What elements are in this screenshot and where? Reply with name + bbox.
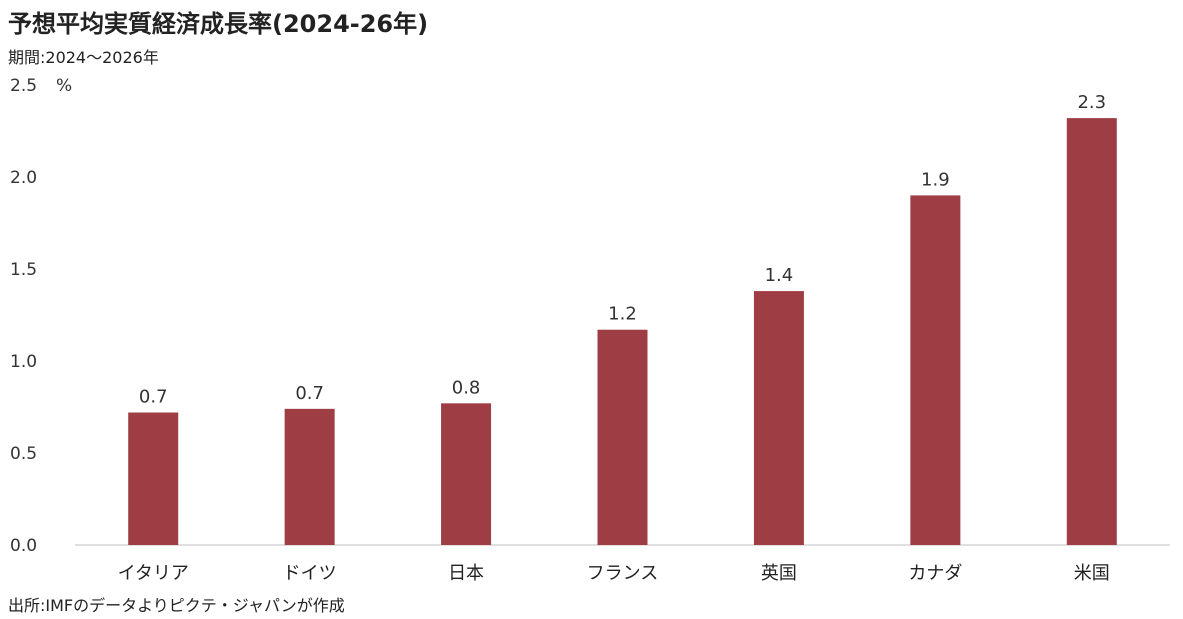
data-label: 2.3 xyxy=(1077,92,1106,113)
source-note: 出所:IMFのデータよりピクテ・ジャパンが作成 xyxy=(8,596,345,615)
bar xyxy=(597,329,648,545)
y-tick-label: 1.0 xyxy=(10,352,37,372)
category-labels: イタリア ドイツ 日本 フランス 英国 カナダ 米国 xyxy=(118,563,1110,584)
category-label: 英国 xyxy=(761,563,797,584)
category-label: カナダ xyxy=(908,563,962,584)
data-labels: 0.7 0.7 0.8 1.2 1.4 1.9 2.3 xyxy=(139,92,1106,407)
data-label: 0.7 xyxy=(295,383,324,404)
y-axis-ticks: 0.0 0.5 1.0 1.5 2.0 2.5 xyxy=(10,76,37,556)
bar xyxy=(1066,118,1117,546)
data-label: 0.8 xyxy=(452,377,481,398)
bar xyxy=(284,408,335,545)
y-tick-label: 2.5 xyxy=(10,76,37,96)
bar xyxy=(441,403,492,545)
chart-subtitle: 期間:2024〜2026年 xyxy=(8,48,159,67)
y-tick-label: 0.0 xyxy=(10,536,37,556)
bar xyxy=(753,291,804,545)
category-label: ドイツ xyxy=(283,563,337,584)
data-label: 1.9 xyxy=(921,169,950,190)
y-axis-unit: % xyxy=(56,76,72,96)
data-label: 0.7 xyxy=(139,387,168,408)
data-label: 1.2 xyxy=(608,304,637,325)
bars xyxy=(128,118,1117,546)
y-tick-label: 0.5 xyxy=(10,444,37,464)
category-label: イタリア xyxy=(118,563,189,584)
chart-title: 予想平均実質経済成長率(2024-26年) xyxy=(8,10,429,38)
y-tick-label: 2.0 xyxy=(10,168,37,188)
category-label: 米国 xyxy=(1074,563,1110,584)
category-label: 日本 xyxy=(448,563,484,584)
data-label: 1.4 xyxy=(765,265,794,286)
y-tick-label: 1.5 xyxy=(10,260,37,280)
bar xyxy=(910,195,961,545)
bar xyxy=(128,412,179,545)
category-label: フランス xyxy=(587,563,659,584)
